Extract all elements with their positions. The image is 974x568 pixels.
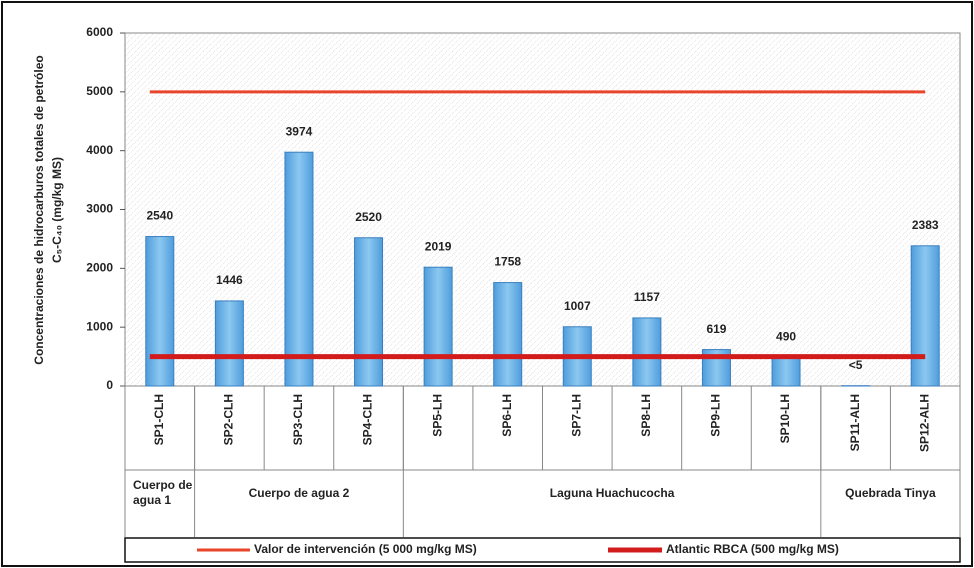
bar [284,151,314,387]
legend-label: Valor de intervención (5 000 mg/kg MS) [254,542,477,556]
x-tick-label: SP2-CLH [222,394,236,445]
data-label: 2520 [355,210,382,224]
bar [423,266,453,387]
y-tick-label: 0 [106,378,113,392]
x-tick-label: SP5-LH [430,394,444,437]
x-tick-label: SP7-LH [569,394,583,437]
data-label: <5 [849,358,863,372]
data-label: 2019 [425,239,452,253]
y-axis-label: C₅-C₄₀ (mg/kg MS) [50,157,64,263]
data-label: 2540 [146,209,173,223]
group-label: Cuerpo de agua 1 [133,478,193,507]
x-tick-label: SP3-CLH [291,394,305,445]
data-label: 3974 [286,124,313,138]
data-label: 1758 [494,255,521,269]
bar [145,236,175,387]
x-tick-label: SP8-LH [639,394,653,437]
y-tick-label: 6000 [86,25,113,39]
data-label: 619 [706,322,726,336]
y-tick-label: 5000 [86,84,113,98]
plot-area [124,32,961,387]
group-label: Laguna Huachucocha [549,486,675,500]
bar [771,356,801,387]
bar [910,245,940,387]
data-label: 1007 [564,299,591,313]
y-tick-label: 3000 [86,202,113,216]
y-tick-label: 2000 [86,261,113,275]
x-tick-label: SP6-LH [500,394,514,437]
data-label: 2383 [912,218,939,232]
bar [354,237,384,387]
x-tick-label: SP1-CLH [152,394,166,445]
x-tick-label: SP9-LH [709,394,723,437]
bar [493,282,523,387]
x-tick-label: SP4-CLH [361,394,375,445]
x-tick-label: SP11-ALH [848,394,862,451]
data-label: 1446 [216,273,243,287]
x-tick-label: SP12-ALH [917,394,931,452]
group-label: Quebrada Tinya [845,486,936,500]
legend-label: Atlantic RBCA (500 mg/kg MS) [666,542,839,556]
data-label: 1157 [634,290,660,304]
y-axis-label: Concentraciones de hidrocarburos totales… [32,55,46,364]
data-label: 490 [776,329,796,343]
x-tick-label: SP10-LH [778,394,792,443]
y-tick-label: 1000 [86,319,113,333]
y-tick-label: 4000 [86,143,113,157]
legend-box [124,537,961,563]
bar [214,300,244,387]
bar [632,317,662,387]
group-label: Cuerpo de agua 2 [248,486,350,500]
